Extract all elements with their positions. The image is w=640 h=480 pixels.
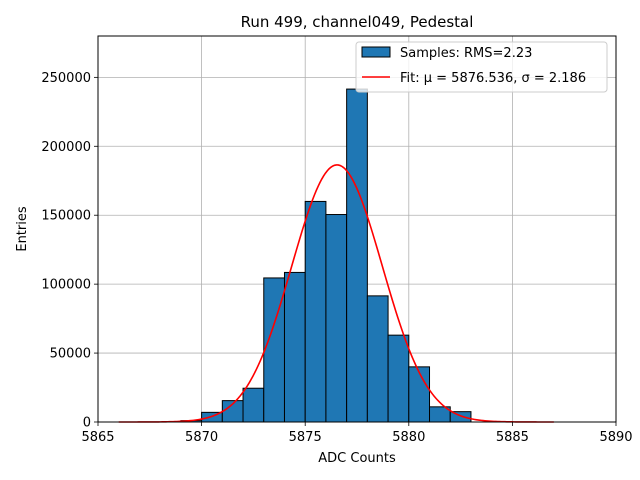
histogram-bar (325, 214, 348, 423)
x-tick-label: 5875 (289, 430, 322, 445)
y-tick-label: 200000 (41, 140, 91, 155)
y-axis-ticks: 0 50000 100000 150000 200000 250000 (41, 71, 98, 431)
x-tick-label: 5880 (392, 430, 425, 445)
y-tick-label: 0 (83, 416, 91, 431)
histogram-bar (408, 366, 431, 423)
legend-histogram-swatch (361, 46, 391, 58)
x-tick-label: 5870 (185, 430, 218, 445)
histogram-bar (304, 200, 327, 423)
chart-title: Run 499, channel049, Pedestal (241, 13, 474, 31)
x-axis-label: ADC Counts (318, 451, 396, 466)
histogram-bar (366, 295, 389, 423)
legend-fit-label: Fit: μ = 5876.536, σ = 2.186 (400, 71, 586, 86)
histogram-bar (387, 334, 410, 423)
x-tick-label: 5865 (81, 430, 114, 445)
histogram-bar (283, 271, 306, 423)
y-tick-label: 100000 (41, 278, 91, 293)
plot-frame (97, 35, 617, 423)
y-tick-label: 50000 (50, 347, 91, 362)
x-tick-label: 5885 (496, 430, 529, 445)
y-tick-label: 150000 (41, 209, 91, 224)
fit-curve (118, 164, 554, 423)
legend-box (355, 41, 608, 93)
x-tick-label: 5890 (599, 430, 632, 445)
legend-histogram-label: Samples: RMS=2.23 (400, 46, 532, 61)
legend: Samples: RMS=2.23 Fit: μ = 5876.536, σ =… (355, 41, 608, 93)
x-axis-ticks: 5865 5870 5875 5880 5885 5890 (81, 422, 633, 445)
histogram-bar (242, 387, 265, 423)
y-tick-label: 250000 (41, 71, 91, 86)
histogram-bars (180, 88, 472, 423)
y-axis-label: Entries (15, 206, 30, 252)
histogram-bar (346, 88, 368, 423)
